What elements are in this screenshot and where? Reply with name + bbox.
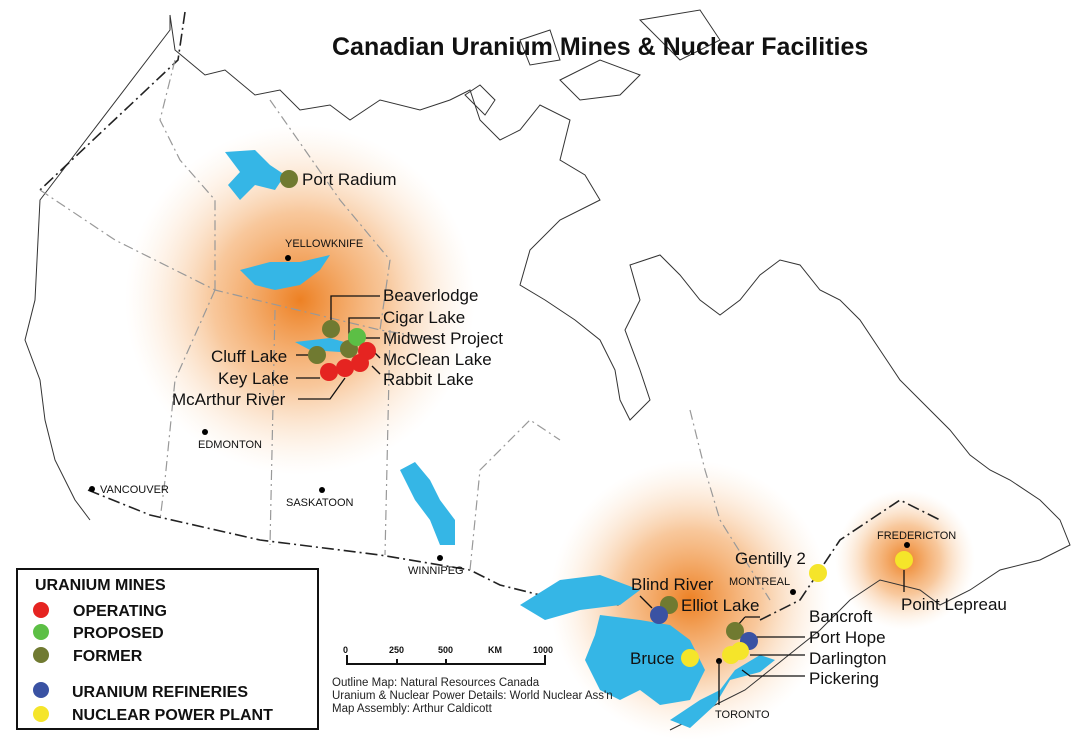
legend-label: OPERATING <box>73 603 167 620</box>
city-dot <box>202 429 208 435</box>
legend-swatch-refinery <box>33 682 49 698</box>
marker-rabbit-lake[interactable] <box>351 354 369 372</box>
city-dot <box>790 589 796 595</box>
site-label: Cigar Lake <box>383 308 465 327</box>
coastline-west <box>24 15 171 521</box>
site-label: Darlington <box>809 649 887 668</box>
city-label: MONTREAL <box>729 576 790 588</box>
bc-alberta-border <box>159 289 216 521</box>
site-label: Port Hope <box>809 628 886 647</box>
map-title: Canadian Uranium Mines & Nuclear Facilit… <box>332 33 868 61</box>
site-label: Key Lake <box>218 369 289 388</box>
ontario-quebec-border <box>689 409 771 601</box>
legend-label: FORMER <box>73 648 143 665</box>
marker-gentilly-2[interactable] <box>809 564 827 582</box>
site-label: Bruce <box>630 649 674 668</box>
marker-blind-river[interactable] <box>650 606 668 624</box>
site-label: Beaverlodge <box>383 286 478 305</box>
lake-winnipeg <box>400 462 455 545</box>
manitoba-ontario-border <box>469 419 561 571</box>
glow-athabasca <box>125 125 475 475</box>
marker-midwest-project[interactable] <box>348 328 366 346</box>
legend-swatch-operating <box>33 602 49 618</box>
city-dot <box>437 555 443 561</box>
lake-athabasca <box>295 338 355 352</box>
credits: Outline Map: Natural Resources Canada Ur… <box>332 677 613 715</box>
city-dot <box>285 255 291 261</box>
legend-swatch-proposed <box>33 624 49 640</box>
site-label: Midwest Project <box>383 329 503 348</box>
city-label: EDMONTON <box>198 439 262 451</box>
scale-tick: 0 <box>343 645 348 655</box>
credit-line: Uranium & Nuclear Power Details: World N… <box>332 690 613 702</box>
great-slave-lake <box>240 255 330 290</box>
leader-lines <box>296 295 905 677</box>
city-label: SASKATOON <box>286 497 354 509</box>
great-bear-lake <box>225 150 285 200</box>
credit-line: Outline Map: Natural Resources Canada <box>332 677 540 689</box>
site-label: Gentilly 2 <box>735 549 806 568</box>
scale-bar: 0 250 500 KM 1000 <box>343 645 553 665</box>
site-label: McClean Lake <box>383 350 492 369</box>
legend-swatch-former <box>33 647 49 663</box>
nwt-nunavut-border <box>269 99 391 331</box>
city-label: TORONTO <box>715 709 770 721</box>
marker-point-lepreau[interactable] <box>895 551 913 569</box>
marker-port-radium[interactable] <box>280 170 298 188</box>
site-label: Pickering <box>809 669 879 688</box>
city-label: VANCOUVER <box>100 484 169 496</box>
credit-line: Map Assembly: Arthur Caldicott <box>332 703 493 715</box>
scale-tick: 1000 <box>533 645 553 655</box>
city-dot <box>89 486 95 492</box>
marker-pickering[interactable] <box>722 646 740 664</box>
city-label: YELLOWKNIFE <box>285 238 363 250</box>
marker-bancroft[interactable] <box>726 622 744 640</box>
lake-michigan-huron <box>585 615 705 705</box>
sask-manitoba-border <box>384 329 391 556</box>
scale-tick: 500 <box>438 645 453 655</box>
legend: URANIUM MINES OPERATING PROPOSED FORMER … <box>16 568 319 730</box>
legend-label: PROPOSED <box>73 625 164 642</box>
site-label: McArthur River <box>172 390 286 409</box>
lake-erie-ontario <box>670 655 775 728</box>
marker-beaverlodge[interactable] <box>322 320 340 338</box>
city-label: WINNIPEG <box>408 565 464 577</box>
site-label: Point Lepreau <box>901 595 1007 614</box>
marker-mcarthur-river[interactable] <box>336 359 354 377</box>
legend-heading: URANIUM MINES <box>35 577 166 594</box>
site-label: Port Radium <box>302 170 396 189</box>
marker-cluff-lake[interactable] <box>308 346 326 364</box>
legend-swatch-power-plant <box>33 706 49 722</box>
legend-box <box>16 568 319 730</box>
arctic-islands <box>464 9 721 116</box>
marker-key-lake[interactable] <box>320 363 338 381</box>
city-label: FREDERICTON <box>877 530 956 542</box>
city-dot <box>319 487 325 493</box>
site-label: Bancroft <box>809 607 873 626</box>
legend-label: URANIUM REFINERIES <box>72 684 248 701</box>
city-dot <box>904 542 910 548</box>
scale-tick: 250 <box>389 645 404 655</box>
alberta-sask-border <box>269 309 276 546</box>
site-markers: Port Radium Beaverlodge Cigar Lake Midwe… <box>172 170 1007 688</box>
coastline <box>169 14 1071 731</box>
international-border <box>39 11 941 621</box>
lake-superior <box>520 575 640 620</box>
site-label: Rabbit Lake <box>383 370 474 389</box>
marker-bruce[interactable] <box>681 649 699 667</box>
scale-tick: KM <box>488 645 502 655</box>
site-label: Cluff Lake <box>211 347 287 366</box>
legend-label: NUCLEAR POWER PLANT <box>72 707 273 724</box>
site-label: Blind River <box>631 575 714 594</box>
cities: YELLOWKNIFE EDMONTON VANCOUVER SASKATOON… <box>89 238 956 721</box>
site-label: Elliot Lake <box>681 596 759 615</box>
yukon-nwt-border <box>159 59 216 290</box>
